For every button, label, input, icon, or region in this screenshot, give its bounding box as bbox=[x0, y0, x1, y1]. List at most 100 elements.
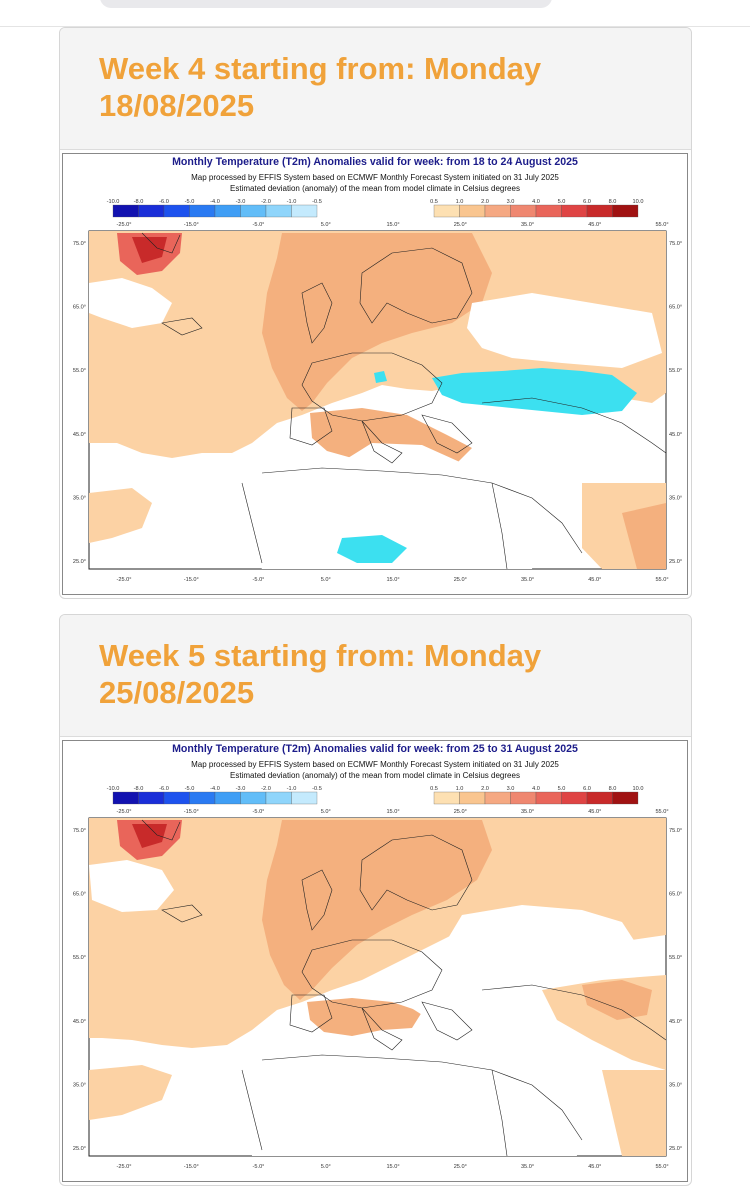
week-4-legend-warm-label: 6.0 bbox=[583, 199, 591, 205]
week-4-legend-warm-label: 0.5 bbox=[430, 199, 438, 205]
week-4-legend-warm-swatch bbox=[561, 204, 588, 218]
week-5-lat-label-right: 45.0° bbox=[669, 1019, 682, 1025]
week-5-lon-label-top: 45.0° bbox=[588, 809, 601, 815]
week-4-lat-label-right: 35.0° bbox=[669, 495, 682, 501]
week-4-map-title: Monthly Temperature (T2m) Anomalies vali… bbox=[172, 156, 578, 168]
week-5-legend-warm-swatch bbox=[561, 791, 588, 805]
week-4-legend-cold-label: -3.0 bbox=[236, 199, 246, 205]
week-5-legend-warm-label: 0.5 bbox=[430, 786, 438, 792]
week-4-lat-label-right: 25.0° bbox=[669, 559, 682, 565]
week-5-lon-label-top: 5.0° bbox=[321, 809, 331, 815]
week-4-lon-label-top: -25.0° bbox=[117, 222, 132, 228]
week-4-legend-warm-swatch bbox=[510, 204, 537, 218]
week-4-lon-label-bottom: 5.0° bbox=[321, 577, 331, 583]
week-4-lon-label-bottom: 15.0° bbox=[386, 577, 399, 583]
week-5-lon-label-bottom: 35.0° bbox=[521, 1164, 534, 1170]
week-4-legend-cold-swatch bbox=[291, 204, 318, 218]
week-4-lon-label-bottom: -5.0° bbox=[253, 577, 265, 583]
week-4-legend-warm-label: 10.0 bbox=[633, 199, 644, 205]
week-5-lon-label-top: 25.0° bbox=[454, 809, 467, 815]
week-5-legend-warm-swatch bbox=[535, 791, 562, 805]
week-4-map[interactable]: Monthly Temperature (T2m) Anomalies vali… bbox=[62, 153, 688, 595]
week-4-legend-cold-swatch bbox=[214, 204, 241, 218]
week-5-legend-warm-label: 10.0 bbox=[633, 786, 644, 792]
week-4-lat-label-right: 45.0° bbox=[669, 432, 682, 438]
browser-top-bar bbox=[0, 0, 750, 27]
week-4-lon-label-bottom: 35.0° bbox=[521, 577, 534, 583]
week-4-map-subtitle-1: Map processed by EFFIS System based on E… bbox=[191, 173, 559, 182]
week-5-lon-label-top: 15.0° bbox=[386, 809, 399, 815]
week-5-legend-cold-label: -4.0 bbox=[210, 786, 220, 792]
week-4-lon-label-bottom: -25.0° bbox=[117, 577, 132, 583]
week-4-lat-label-left: 25.0° bbox=[73, 559, 86, 565]
week-5-legend-cold-swatch bbox=[265, 791, 292, 805]
week-4-heading: Week 4 starting from: Monday 18/08/2025 bbox=[99, 51, 542, 123]
week-4-lon-label-top: 45.0° bbox=[588, 222, 601, 228]
week-4-lat-label-right: 65.0° bbox=[669, 305, 682, 311]
week-4-legend-cold-label: -2.0 bbox=[261, 199, 271, 205]
week-4-lat-ticks: 75.0° 75.0° 65.0° 65.0° 55.0° 55.0° 45.0° 45.0°… bbox=[73, 241, 682, 565]
week-4-lat-label-left: 75.0° bbox=[73, 241, 86, 247]
week-4-legend-warm-label: 5.0 bbox=[558, 199, 566, 205]
week-4-lon-label-top: 55.0° bbox=[655, 222, 668, 228]
week-5-lat-label-left: 25.0° bbox=[73, 1146, 86, 1152]
week-5-legend-cold-swatch bbox=[138, 791, 165, 805]
week-4-legend-warm-swatch bbox=[484, 204, 511, 218]
week-4-legend-cold-label: -6.0 bbox=[159, 199, 169, 205]
week-5-legend-cold-swatch bbox=[163, 791, 190, 805]
week-5-legend-cold-label: -0.5 bbox=[312, 786, 322, 792]
week-5-map-subtitle-2: Estimated deviation (anomaly) of the mea… bbox=[230, 771, 520, 780]
week-4-legend-warm-swatch bbox=[586, 204, 613, 218]
week-5-legend-cold-label: -1.0 bbox=[287, 786, 297, 792]
week-4-lon-label-top: 15.0° bbox=[386, 222, 399, 228]
week-4-lon-label-bottom: -15.0° bbox=[184, 577, 199, 583]
week-5-legend-warm-swatch bbox=[510, 791, 537, 805]
week-5-coastlines bbox=[141, 819, 667, 1157]
week-5-legend-warm-label: 8.0 bbox=[609, 786, 617, 792]
week-5-lat-label-right: 75.0° bbox=[669, 828, 682, 834]
week-5-lon-label-bottom: 5.0° bbox=[321, 1164, 331, 1170]
week-4-legend-warm-label: 1.0 bbox=[456, 199, 464, 205]
week-5-legend-cold: -10.0 -8.0 -6.0 -5.0 -4.0 -3.0 -2.0 -1.0 -0.5 bbox=[107, 786, 322, 805]
week-5-legend-warm-label: 4.0 bbox=[532, 786, 540, 792]
week-4-header: Week 4 starting from: Monday 18/08/2025 bbox=[60, 28, 691, 150]
week-5-legend-warm-swatch bbox=[433, 791, 460, 805]
week-4-legend-cold-swatch bbox=[240, 204, 267, 218]
week-4-lat-label-left: 65.0° bbox=[73, 305, 86, 311]
week-5-lon-ticks: -25.0° -25.0° -15.0° -15.0° -5.0° -5.0° 5.0° 5.… bbox=[117, 809, 669, 1170]
week-5-legend-cold-swatch bbox=[189, 791, 216, 805]
week-4-lon-label-top: 35.0° bbox=[521, 222, 534, 228]
week-4-legend-warm-swatch bbox=[535, 204, 562, 218]
week-4-legend-cold-label: -8.0 bbox=[134, 199, 144, 205]
week-5-heading: Week 5 starting from: Monday 25/08/2025 bbox=[99, 638, 542, 710]
week-4-lat-label-left: 35.0° bbox=[73, 495, 86, 501]
week-4-card: Week 4 starting from: Monday 18/08/2025 … bbox=[59, 27, 692, 599]
week-5-lon-label-bottom: 55.0° bbox=[655, 1164, 668, 1170]
search-bar[interactable] bbox=[100, 0, 552, 8]
week-4-lon-label-bottom: 55.0° bbox=[655, 577, 668, 583]
week-4-legend-cold-label: -0.5 bbox=[312, 199, 322, 205]
week-5-map[interactable]: Monthly Temperature (T2m) Anomalies vali… bbox=[62, 740, 688, 1182]
week-4-legend-warm-label: 3.0 bbox=[507, 199, 515, 205]
week-4-lon-label-top: 5.0° bbox=[321, 222, 331, 228]
week-5-header: Week 5 starting from: Monday 25/08/2025 bbox=[60, 615, 691, 737]
week-5-legend-warm-swatch bbox=[612, 791, 639, 805]
week-5-lon-label-top: 55.0° bbox=[655, 809, 668, 815]
week-4-lon-label-top: -5.0° bbox=[253, 222, 265, 228]
week-5-legend-cold-label: -5.0 bbox=[185, 786, 195, 792]
week-5-lat-label-left: 55.0° bbox=[73, 955, 86, 961]
week-4-coastlines bbox=[141, 232, 667, 570]
week-4-legend-cold-label: -5.0 bbox=[185, 199, 195, 205]
week-5-lat-label-right: 65.0° bbox=[669, 892, 682, 898]
week-5-anomaly-shading bbox=[89, 818, 666, 1156]
week-4-legend-cold-label: -10.0 bbox=[107, 199, 120, 205]
week-4-legend-warm-label: 2.0 bbox=[481, 199, 489, 205]
week-5-lon-label-bottom: -15.0° bbox=[184, 1164, 199, 1170]
week-4-lon-label-top: -15.0° bbox=[184, 222, 199, 228]
week-5-lon-label-top: -15.0° bbox=[184, 809, 199, 815]
week-5-legend-warm-label: 2.0 bbox=[481, 786, 489, 792]
week-5-lat-label-right: 55.0° bbox=[669, 955, 682, 961]
week-5-legend-warm-label: 1.0 bbox=[456, 786, 464, 792]
week-4-legend-cold-swatch bbox=[163, 204, 190, 218]
week-5-lat-label-left: 65.0° bbox=[73, 892, 86, 898]
